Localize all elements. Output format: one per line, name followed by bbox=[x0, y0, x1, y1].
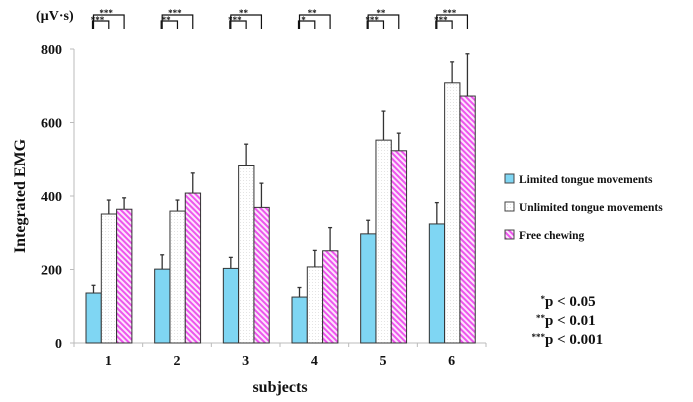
bar-solid bbox=[154, 268, 171, 344]
significance-bracket-lower bbox=[366, 20, 385, 29]
bar-solid bbox=[85, 292, 102, 344]
significance-stars-upper: ** bbox=[239, 8, 249, 18]
significance-stars-upper: ** bbox=[308, 8, 318, 18]
legend-swatch bbox=[504, 201, 515, 212]
significance-stars-upper: *** bbox=[443, 8, 457, 18]
significance-key-text: p < 0.05 bbox=[545, 294, 596, 310]
bar-dotted bbox=[306, 266, 324, 344]
significance-stars-upper: ** bbox=[376, 8, 386, 18]
legend-label: Limited tongue movements bbox=[519, 174, 653, 186]
y-tick-label: 800 bbox=[41, 43, 62, 58]
y-tick-label: 200 bbox=[41, 264, 62, 279]
significance-bracket-lower bbox=[297, 20, 316, 29]
bar-dotted bbox=[375, 139, 392, 344]
legend-swatch bbox=[504, 173, 515, 184]
significance-stars-lower: ** bbox=[162, 15, 172, 25]
bar-dotted bbox=[444, 82, 461, 344]
y-tick-label: 600 bbox=[41, 117, 62, 132]
significance-key-text: p < 0.001 bbox=[545, 332, 603, 348]
significance-stars-lower: *** bbox=[434, 15, 448, 25]
bar-solid bbox=[428, 223, 446, 344]
significance-key-text: p < 0.01 bbox=[545, 313, 596, 329]
bar-hatched bbox=[322, 250, 339, 344]
bar-dotted bbox=[238, 164, 255, 344]
y-axis-label: Integrated EMG bbox=[12, 138, 29, 253]
significance-bracket-upper bbox=[436, 14, 469, 29]
x-axis-label: subjects bbox=[252, 379, 307, 396]
significance-bracket-upper bbox=[161, 14, 194, 29]
bar-solid bbox=[291, 296, 308, 344]
x-tick-label: 5 bbox=[380, 354, 387, 369]
significance-bracket-lower bbox=[91, 20, 110, 29]
x-tick-label: 4 bbox=[311, 354, 318, 369]
significance-bracket-upper bbox=[230, 14, 263, 29]
significance-stars-lower: *** bbox=[228, 15, 242, 25]
bar-dotted bbox=[100, 213, 118, 344]
bar-hatched bbox=[184, 192, 202, 344]
y-tick-label: 0 bbox=[55, 337, 62, 352]
bar-dotted bbox=[169, 210, 186, 344]
significance-bracket-upper bbox=[367, 14, 400, 29]
bar-hatched bbox=[253, 206, 270, 344]
legend-swatch bbox=[504, 229, 515, 240]
significance-bracket-lower bbox=[435, 20, 453, 29]
x-tick-label: 1 bbox=[105, 354, 112, 369]
significance-stars-lower: *** bbox=[365, 15, 379, 25]
legend-label: Unlimited tongue movements bbox=[519, 202, 663, 214]
bar-hatched bbox=[116, 208, 133, 344]
x-tick-label: 6 bbox=[448, 354, 455, 369]
significance-bracket-upper bbox=[298, 14, 331, 29]
bar-hatched bbox=[459, 95, 476, 344]
bar-hatched bbox=[390, 150, 408, 344]
legend-label: Free chewing bbox=[519, 230, 585, 242]
significance-key-stars: *** bbox=[532, 332, 546, 342]
significance-stars-lower: *** bbox=[91, 15, 105, 25]
significance-stars-upper: *** bbox=[168, 8, 182, 18]
significance-bracket-upper bbox=[92, 14, 125, 29]
y-unit-label: (µV·s) bbox=[36, 9, 74, 24]
significance-stars-lower: * bbox=[301, 15, 306, 25]
significance-bracket-lower bbox=[160, 20, 179, 29]
significance-key-stars: ** bbox=[536, 313, 546, 323]
significance-stars-upper: *** bbox=[99, 8, 113, 18]
significance-bracket-lower bbox=[229, 20, 247, 29]
x-tick-label: 2 bbox=[174, 354, 181, 369]
y-tick-label: 400 bbox=[41, 190, 62, 205]
x-tick-label: 3 bbox=[242, 354, 249, 369]
bar-solid bbox=[360, 233, 377, 344]
significance-key-stars: * bbox=[541, 294, 546, 304]
bar-solid bbox=[222, 267, 240, 344]
